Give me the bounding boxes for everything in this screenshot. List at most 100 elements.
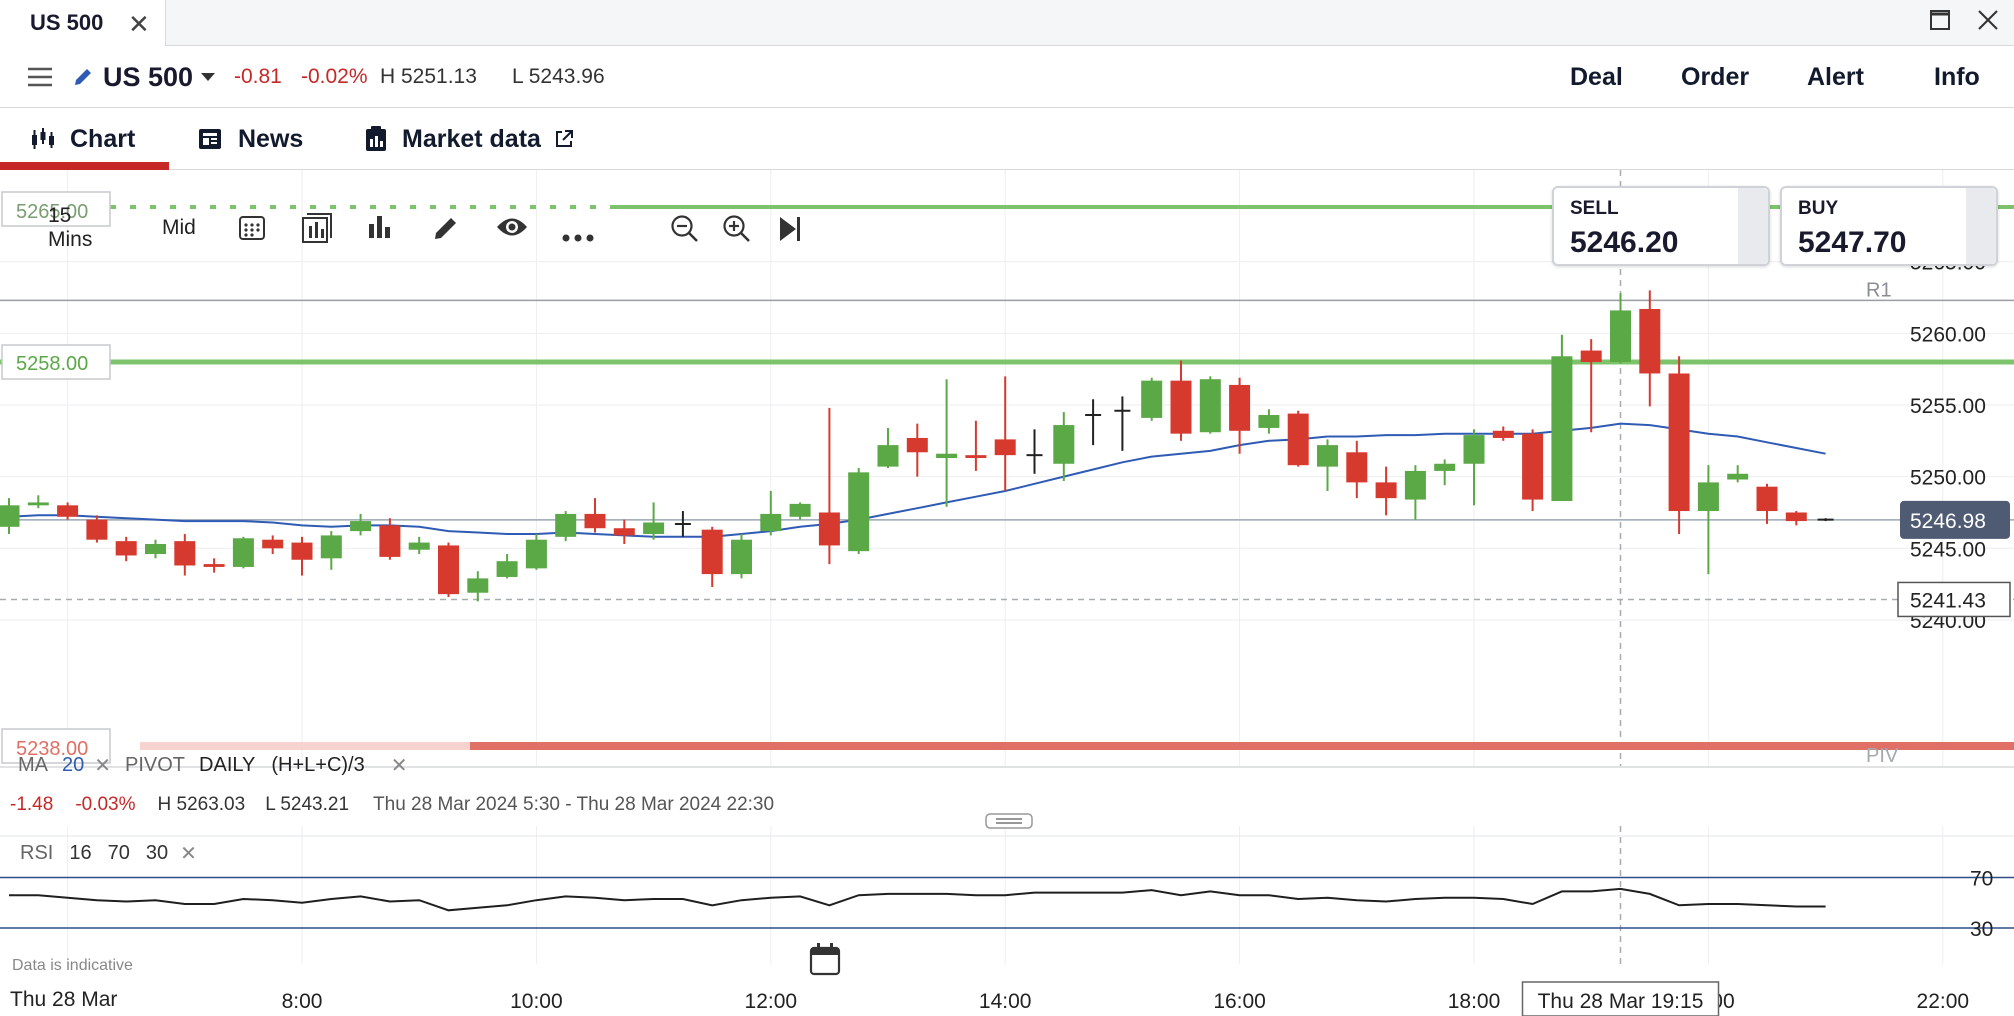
zoom-out-icon[interactable] — [670, 214, 700, 250]
tab-news[interactable]: News — [198, 108, 303, 170]
summary-line: -1.48 -0.03% H 5263.03 L 5243.21 Thu 28 … — [10, 792, 774, 818]
zoom-in-icon[interactable] — [722, 214, 752, 250]
candle — [57, 502, 79, 520]
summary-range: Thu 28 Mar 2024 5:30 - Thu 28 Mar 2024 2… — [373, 794, 775, 815]
piv-label: PIV — [1866, 745, 1899, 767]
remove-pivot-icon[interactable]: ✕ — [390, 754, 408, 777]
candle-body — [1346, 452, 1368, 483]
compare-chart-icon[interactable] — [301, 212, 333, 250]
candle-body — [760, 513, 782, 532]
remove-ma-icon[interactable]: ✕ — [94, 754, 112, 777]
instrument-name[interactable]: US 500 — [103, 61, 194, 92]
candle — [438, 542, 459, 598]
candle-body — [1785, 512, 1807, 522]
candle — [115, 536, 137, 562]
candle-body — [936, 453, 958, 459]
candle-body — [1199, 379, 1221, 433]
candle-body — [232, 538, 254, 567]
candle-body — [906, 437, 928, 453]
candlestick-icon — [32, 128, 54, 149]
candle — [906, 423, 928, 477]
indicators-icon[interactable] — [366, 214, 394, 246]
instrument-tab[interactable]: US 500 ✕ — [0, 0, 166, 46]
data-disclaimer: Data is indicative — [12, 957, 133, 974]
candle — [1727, 465, 1749, 483]
summary-high: H 5263.03 — [157, 794, 246, 815]
ma-value: 20 — [62, 753, 85, 776]
candle — [674, 511, 691, 537]
eye-icon[interactable] — [496, 216, 528, 244]
candle — [291, 536, 313, 576]
calendar-grid-icon[interactable] — [238, 214, 266, 248]
candle — [1580, 339, 1602, 433]
candle — [1229, 377, 1251, 454]
calendar-icon[interactable] — [808, 942, 842, 981]
rsi-level-label: 70 — [1970, 868, 1993, 891]
candle-body — [1756, 486, 1778, 512]
interval-selector[interactable]: 15 Mins — [48, 204, 93, 251]
crosshair-time-tag — [1521, 981, 1720, 1016]
buy-button[interactable]: BUY 5247.70 — [1780, 186, 1998, 266]
candle — [86, 515, 108, 543]
candle-body — [320, 535, 342, 559]
summary-change-pct: -0.03% — [75, 794, 136, 815]
candle-body — [0, 505, 20, 527]
candle-body — [1580, 350, 1602, 363]
instrument-tab-title: US 500 — [30, 10, 104, 35]
price-chart[interactable]: R1 5265.00 5258.00 PIV 5238.00 5260.00 5255.00… — [0, 170, 2014, 1016]
candle-body — [1697, 482, 1719, 512]
candle — [1610, 293, 1631, 364]
edit-pencil-icon[interactable] — [72, 46, 94, 108]
green-level-tag — [1, 344, 111, 380]
candle — [174, 533, 196, 576]
close-tab-icon[interactable]: ✕ — [128, 9, 150, 39]
price-type-selector[interactable]: Mid — [162, 216, 196, 239]
rsi-line — [9, 887, 1826, 912]
candle-body — [496, 561, 518, 577]
header-high: H 5251.13 — [380, 65, 477, 88]
tab-market-data[interactable]: Market data — [364, 108, 589, 170]
maximize-icon[interactable] — [1928, 8, 1952, 39]
buy-label: BUY — [1798, 198, 1839, 219]
scroll-to-latest-icon[interactable] — [778, 215, 802, 249]
sell-shade — [1738, 188, 1768, 264]
draw-pencil-icon[interactable] — [432, 214, 460, 248]
candle-body — [701, 529, 723, 575]
crosshair-price-tag-text: 5241.43 — [1910, 589, 1986, 612]
candle — [145, 539, 166, 559]
candle — [643, 502, 665, 540]
y-tick-label: 5250.00 — [1910, 467, 1986, 490]
rsi-overbought: 70 — [107, 841, 130, 864]
deal-button[interactable]: Deal — [1570, 62, 1623, 91]
y-tick-label: 5260.00 — [1910, 323, 1986, 346]
candle — [262, 535, 284, 555]
candle-body — [86, 519, 108, 540]
remove-rsi-icon[interactable]: ✕ — [180, 842, 197, 865]
candle-body — [1639, 308, 1661, 374]
more-icon[interactable] — [562, 224, 594, 248]
candle — [1404, 465, 1426, 520]
menu-icon[interactable] — [28, 46, 52, 108]
x-tick-label: 10:00 — [510, 990, 563, 1013]
external-link-icon — [555, 130, 573, 147]
candle — [1668, 356, 1690, 534]
sell-button[interactable]: SELL 5246.20 — [1552, 186, 1770, 266]
candle-body — [1229, 384, 1251, 431]
x-tick-label: 14:00 — [979, 990, 1032, 1013]
crosshair-price-tag — [1897, 581, 2011, 618]
tab-chart[interactable]: Chart — [30, 108, 135, 170]
alert-button[interactable]: Alert — [1807, 62, 1864, 91]
candle-body — [1668, 373, 1690, 512]
instrument-dropdown-icon[interactable] — [200, 46, 216, 108]
candle — [1258, 409, 1280, 434]
candle-body — [1551, 356, 1573, 502]
candle — [936, 379, 958, 507]
tab-market-data-label: Market data — [402, 124, 541, 153]
tab-news-label: News — [238, 124, 304, 153]
candle — [1551, 334, 1573, 502]
close-window-icon[interactable] — [1976, 8, 2000, 39]
candle-body — [1463, 435, 1485, 464]
info-button[interactable]: Info — [1934, 62, 1980, 91]
candle — [350, 513, 372, 536]
order-button[interactable]: Order — [1681, 62, 1750, 91]
